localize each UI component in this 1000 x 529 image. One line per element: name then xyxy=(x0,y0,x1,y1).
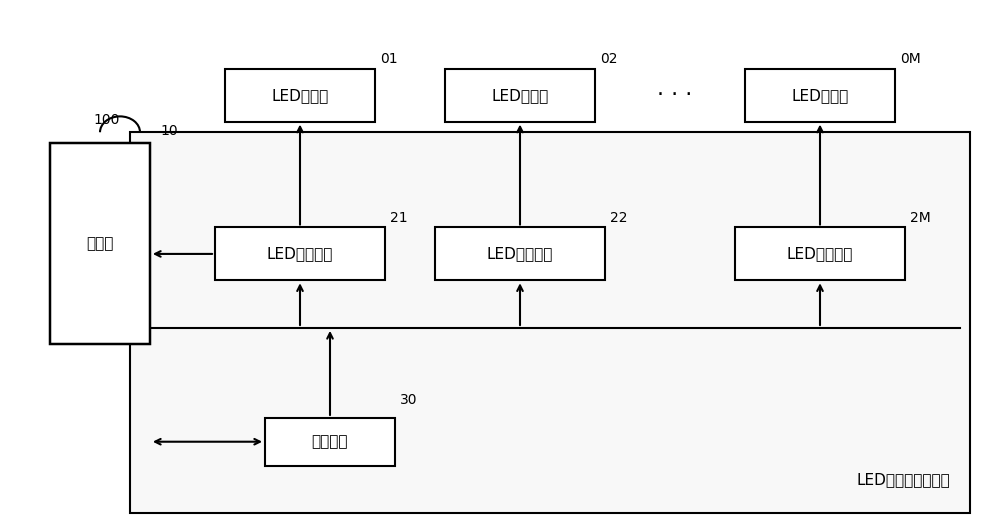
FancyBboxPatch shape xyxy=(130,132,970,513)
Text: 100: 100 xyxy=(94,113,120,127)
Text: 21: 21 xyxy=(390,211,408,225)
Text: 0M: 0M xyxy=(900,52,921,66)
Text: 01: 01 xyxy=(380,52,398,66)
FancyBboxPatch shape xyxy=(50,143,150,344)
FancyBboxPatch shape xyxy=(445,69,595,122)
FancyBboxPatch shape xyxy=(215,227,385,280)
Text: LED驱动芯片: LED驱动芯片 xyxy=(267,247,333,261)
Text: 控制器: 控制器 xyxy=(86,236,114,251)
FancyBboxPatch shape xyxy=(735,227,905,280)
FancyBboxPatch shape xyxy=(265,418,395,466)
Text: LED驱动芯片: LED驱动芯片 xyxy=(787,247,853,261)
Text: · · ·: · · · xyxy=(657,85,693,105)
Text: 存储单元: 存储单元 xyxy=(312,434,348,449)
Text: 10: 10 xyxy=(160,124,178,138)
Text: 30: 30 xyxy=(400,394,418,407)
Text: LED点光源: LED点光源 xyxy=(491,88,549,103)
Text: 22: 22 xyxy=(610,211,628,225)
Text: 2M: 2M xyxy=(910,211,931,225)
Text: LED点光源: LED点光源 xyxy=(271,88,329,103)
Text: LED点光源驱动系统: LED点光源驱动系统 xyxy=(856,472,950,487)
Text: 02: 02 xyxy=(600,52,618,66)
FancyBboxPatch shape xyxy=(225,69,375,122)
Text: LED点光源: LED点光源 xyxy=(791,88,849,103)
FancyBboxPatch shape xyxy=(745,69,895,122)
FancyBboxPatch shape xyxy=(435,227,605,280)
Text: LED驱动芯片: LED驱动芯片 xyxy=(487,247,553,261)
